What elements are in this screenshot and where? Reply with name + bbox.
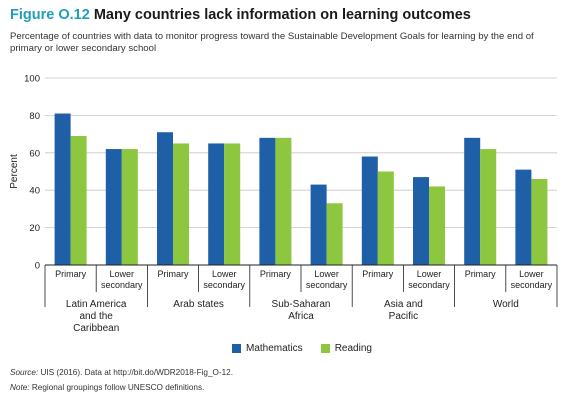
category-label-5-1: secondary — [306, 280, 348, 290]
bar-mathematics-6 — [361, 156, 378, 265]
bar-mathematics-4 — [259, 137, 276, 265]
source-label: Source: — [10, 368, 39, 377]
group-label-0-1: and the — [80, 311, 114, 322]
source-note: Source: UIS (2016). Data at http://bit.d… — [10, 368, 233, 377]
legend-item-reading: Reading — [320, 343, 372, 354]
chart-legend: Mathematics Reading — [232, 343, 390, 354]
category-label-3-0: Lower — [212, 269, 237, 279]
bar-reading-0 — [70, 135, 87, 265]
category-label-9-0: Lower — [519, 269, 544, 279]
footnote: Note: Regional groupings follow UNESCO d… — [10, 383, 204, 392]
bar-mathematics-2 — [157, 132, 173, 265]
y-tick-label-20: 20 — [29, 223, 40, 234]
note-text: Regional groupings follow UNESCO definit… — [31, 383, 205, 392]
category-label-9-1: secondary — [511, 280, 553, 290]
bar-reading-7 — [429, 186, 445, 265]
source-text: UIS (2016). Data at http://bit.do/WDR201… — [40, 368, 234, 377]
legend-swatch-reading — [320, 344, 330, 353]
bar-mathematics-9 — [515, 169, 532, 265]
group-label-3-0: Asia and — [384, 299, 423, 310]
bar-reading-8 — [480, 149, 497, 265]
group-label-2-1: Africa — [288, 311, 314, 322]
legend-item-mathematics: Mathematics — [232, 343, 303, 354]
legend-label-reading: Reading — [334, 343, 372, 354]
bar-mathematics-8 — [464, 137, 481, 265]
category-label-1-0: Lower — [110, 269, 135, 279]
category-label-1-1: secondary — [101, 280, 143, 290]
bar-mathematics-1 — [105, 149, 122, 265]
category-label-6-0: Primary — [362, 269, 393, 279]
group-label-0-2: Caribbean — [73, 323, 119, 334]
y-tick-label-60: 60 — [29, 148, 40, 159]
legend-swatch-mathematics — [232, 344, 241, 353]
category-label-3-1: secondary — [203, 280, 245, 290]
y-axis-label: Percent — [9, 154, 20, 189]
bar-mathematics-0 — [54, 113, 71, 265]
note-label: Note: — [10, 383, 30, 392]
bar-reading-3 — [224, 143, 241, 265]
category-label-7-0: Lower — [417, 269, 442, 279]
y-tick-label-80: 80 — [29, 111, 40, 122]
bar-reading-1 — [121, 149, 138, 265]
category-label-0-0: Primary — [55, 269, 86, 279]
bar-reading-4 — [275, 137, 292, 265]
group-label-4-0: World — [493, 299, 519, 310]
category-label-5-0: Lower — [314, 269, 339, 279]
group-label-0-0: Latin America — [66, 299, 127, 310]
y-tick-label-40: 40 — [29, 186, 40, 197]
category-label-4-0: Primary — [260, 269, 291, 279]
y-tick-label-100: 100 — [24, 74, 40, 85]
category-label-2-0: Primary — [158, 269, 189, 279]
bar-reading-5 — [326, 203, 343, 265]
bar-reading-2 — [173, 143, 189, 265]
group-label-1-0: Arab states — [173, 299, 224, 310]
group-label-2-0: Sub-Saharan — [272, 299, 331, 310]
bar-reading-6 — [377, 171, 394, 265]
figure-label: Figure O.12 — [10, 7, 90, 23]
category-label-8-0: Primary — [465, 269, 496, 279]
group-label-3-1: Pacific — [389, 311, 418, 322]
y-tick-label-0: 0 — [35, 261, 40, 272]
bar-mathematics-3 — [208, 143, 225, 265]
figure-title-text: Many countries lack information on learn… — [93, 7, 471, 23]
bar-mathematics-5 — [310, 184, 327, 265]
category-label-7-1: secondary — [408, 280, 450, 290]
bar-reading-9 — [531, 178, 548, 265]
bar-mathematics-7 — [413, 177, 429, 265]
figure-subtitle: Percentage of countries with data to mon… — [10, 31, 534, 54]
figure-title: Figure O.12 Many countries lack informat… — [10, 7, 471, 23]
legend-label-mathematics: Mathematics — [246, 343, 303, 354]
